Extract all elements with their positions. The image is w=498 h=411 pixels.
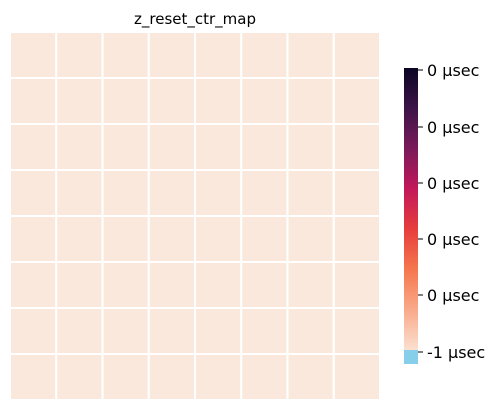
heatmap-cell-r7-c6: [286, 353, 335, 401]
heatmap-cell-r2-c6: [286, 123, 335, 171]
colorbar-gradient: [404, 68, 418, 350]
heatmap-cell-r4-c5: [240, 215, 289, 263]
heatmap-cell-r0-c0: [9, 31, 58, 79]
heatmap-cell-r0-c5: [240, 31, 289, 79]
heatmap-cell-r1-c7: [332, 77, 381, 125]
heatmap-cell-r2-c3: [147, 123, 196, 171]
heatmap-cell-r2-c0: [9, 123, 58, 171]
heatmap-cell-r6-c7: [332, 307, 381, 355]
heatmap-cell-r5-c7: [332, 261, 381, 309]
heatmap-cell-r2-c2: [101, 123, 150, 171]
heatmap-cell-r6-c6: [286, 307, 335, 355]
heatmap-cell-r5-c2: [101, 261, 150, 309]
heatmap-cell-r7-c3: [147, 353, 196, 401]
heatmap-cell-r3-c3: [147, 169, 196, 217]
colorbar-tick-label: 0 µsec: [427, 230, 479, 249]
heatmap-cell-r2-c7: [332, 123, 381, 171]
heatmap-cell-r7-c7: [332, 353, 381, 401]
colorbar-tick-label: -1 µsec: [427, 343, 485, 362]
heatmap-cell-r7-c1: [55, 353, 104, 401]
heatmap-cell-r1-c5: [240, 77, 289, 125]
heatmap-cell-r4-c3: [147, 215, 196, 263]
colorbar-tick-label: 0 µsec: [427, 286, 479, 305]
heatmap-cell-r1-c0: [9, 77, 58, 125]
heatmap-cell-r6-c1: [55, 307, 104, 355]
heatmap-cell-r7-c2: [101, 353, 150, 401]
colorbar-ticks: 0 µsec 0 µsec 0 µsec 0 µsec 0 µsec -1 µsec: [418, 61, 485, 362]
heatmap-cell-r7-c5: [240, 353, 289, 401]
heatmap-cell-r0-c1: [55, 31, 104, 79]
heatmap-cell-r7-c4: [194, 353, 243, 401]
heatmap-cell-r6-c3: [147, 307, 196, 355]
heatmap-cell-r5-c4: [194, 261, 243, 309]
heatmap-cell-r6-c2: [101, 307, 150, 355]
heatmap-cell-r4-c0: [9, 215, 58, 263]
heatmap-cell-r6-c5: [240, 307, 289, 355]
colorbar-tick-label: 0 µsec: [427, 118, 479, 137]
heatmap-cell-r0-c3: [147, 31, 196, 79]
heatmap-cell-r1-c1: [55, 77, 104, 125]
colorbar: 0 µsec 0 µsec 0 µsec 0 µsec 0 µsec -1 µsec: [404, 61, 485, 364]
heatmap-cell-r2-c4: [194, 123, 243, 171]
heatmap-cell-r1-c2: [101, 77, 150, 125]
heatmap-cell-r5-c6: [286, 261, 335, 309]
heatmap-cell-r0-c4: [194, 31, 243, 79]
heatmap-cell-r3-c5: [240, 169, 289, 217]
heatmap-cell-r4-c2: [101, 215, 150, 263]
heatmap-cell-r5-c5: [240, 261, 289, 309]
heatmap-cell-r4-c7: [332, 215, 381, 263]
heatmap-cell-r1-c3: [147, 77, 196, 125]
heatmap-cell-r4-c1: [55, 215, 104, 263]
colorbar-under-swatch: [404, 350, 418, 364]
colorbar-tick-label: 0 µsec: [427, 61, 479, 80]
heatmap-cell-r3-c2: [101, 169, 150, 217]
heatmap-cell-r7-c0: [9, 353, 58, 401]
colorbar-tick-label: 0 µsec: [427, 174, 479, 193]
heatmap-cell-r5-c0: [9, 261, 58, 309]
heatmap-cell-r3-c1: [55, 169, 104, 217]
heatmap-cell-r1-c4: [194, 77, 243, 125]
heatmap-cell-r3-c4: [194, 169, 243, 217]
heatmap-cell-r5-c1: [55, 261, 104, 309]
heatmap-cell-r3-c6: [286, 169, 335, 217]
heatmap-cell-r6-c4: [194, 307, 243, 355]
heatmap-cell-r6-c0: [9, 307, 58, 355]
heatmap-cell-r1-c6: [286, 77, 335, 125]
heatmap-cell-r2-c1: [55, 123, 104, 171]
heatmap-cell-r5-c3: [147, 261, 196, 309]
heatmap-cell-r4-c4: [194, 215, 243, 263]
heatmap-cell-r2-c5: [240, 123, 289, 171]
heatmap-cell-r0-c7: [332, 31, 381, 79]
heatmap-cell-r0-c6: [286, 31, 335, 79]
heatmap-cells: [9, 31, 381, 401]
heatmap-cell-r3-c0: [9, 169, 58, 217]
heatmap-cell-r3-c7: [332, 169, 381, 217]
heatmap-cell-r4-c6: [286, 215, 335, 263]
heatmap-cell-r0-c2: [101, 31, 150, 79]
chart-title: z_reset_ctr_map: [134, 10, 256, 29]
